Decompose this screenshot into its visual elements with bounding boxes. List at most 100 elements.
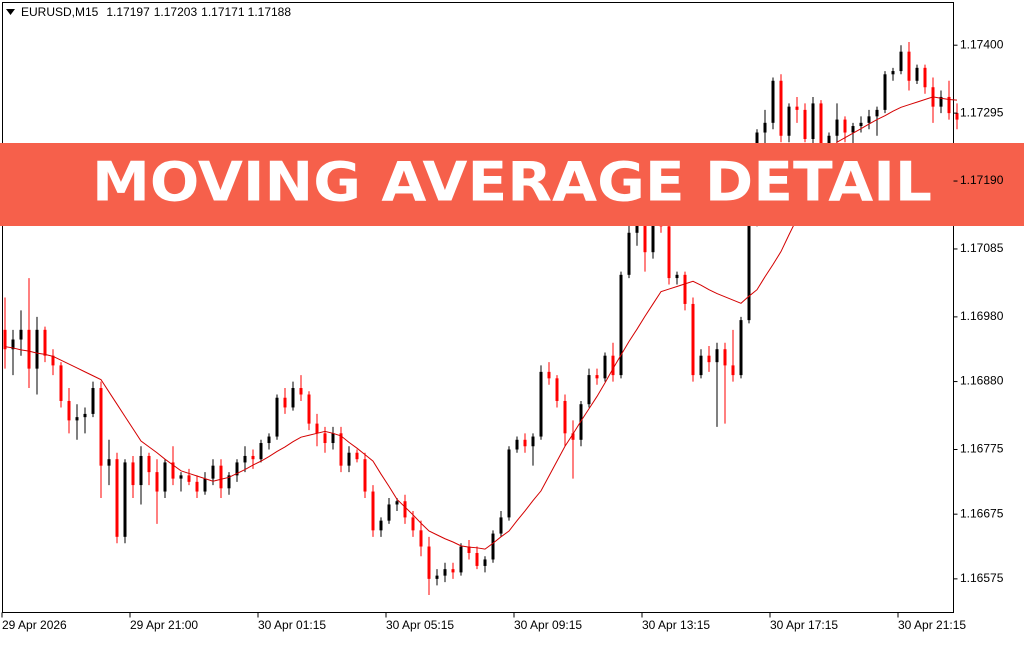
candle-body xyxy=(323,433,327,444)
candle-body xyxy=(395,501,399,505)
y-tick-label: 1.17400 xyxy=(960,37,1004,51)
candle-body xyxy=(715,349,719,363)
candle-body xyxy=(675,274,679,279)
candle-body xyxy=(51,355,55,366)
candle-body xyxy=(483,559,487,566)
candle-body xyxy=(75,417,79,421)
candle-body xyxy=(283,397,287,408)
candle-body xyxy=(627,232,631,275)
ohlc-value: 1.17203 xyxy=(154,5,198,19)
candle-body xyxy=(507,449,511,518)
candle-body xyxy=(251,455,255,460)
candle-body xyxy=(523,439,527,447)
candle-body xyxy=(179,475,183,479)
symbol: EURUSD,M15 xyxy=(21,5,99,19)
candle-body xyxy=(131,462,135,486)
candle-body xyxy=(907,51,911,81)
candle-body xyxy=(827,135,831,149)
candle-body xyxy=(467,546,471,553)
candle-body xyxy=(739,320,743,376)
candle-body xyxy=(947,96,951,114)
candle-body xyxy=(875,109,879,117)
y-tick-label: 1.16980 xyxy=(960,309,1004,323)
candle-body xyxy=(771,80,775,123)
candle-body xyxy=(187,475,191,482)
x-tick-label: 29 Apr 21:00 xyxy=(130,618,198,632)
candle-body xyxy=(267,436,271,444)
candle-body xyxy=(211,465,215,479)
candle-body xyxy=(227,475,231,489)
candle-body xyxy=(707,355,711,363)
y-tick-label: 1.17085 xyxy=(960,241,1004,255)
candle-body xyxy=(539,371,543,437)
x-tick-label: 30 Apr 13:15 xyxy=(642,618,710,632)
candle-body xyxy=(315,423,319,434)
candle-body xyxy=(195,481,199,492)
candle-body xyxy=(779,80,783,136)
candle-body xyxy=(43,329,47,356)
candle-body xyxy=(595,375,599,379)
candle-body xyxy=(91,388,95,414)
y-tick-label: 1.16675 xyxy=(960,506,1004,520)
candle-body xyxy=(147,455,151,473)
candle-body xyxy=(3,329,7,350)
candle-body xyxy=(803,109,807,139)
candle-body xyxy=(83,413,87,418)
candle-body xyxy=(139,455,143,486)
ohlc-value: 1.17171 xyxy=(201,5,245,19)
candle-body xyxy=(459,546,463,573)
candle-body xyxy=(891,71,895,75)
candle-body xyxy=(747,219,751,321)
candle-body xyxy=(763,122,767,133)
x-tick-label: 30 Apr 09:15 xyxy=(514,618,582,632)
candle-body xyxy=(819,103,823,149)
candle-body xyxy=(19,329,23,340)
symbol-header: EURUSD,M15 1.17197 1.17203 1.17171 1.17188 xyxy=(21,5,291,19)
candle-body xyxy=(347,452,351,466)
candle-body xyxy=(955,113,959,120)
candle-body xyxy=(867,116,871,123)
candle-body xyxy=(883,74,887,110)
candle-body xyxy=(419,530,423,547)
candle-body xyxy=(851,126,855,133)
y-tick-label: 1.16775 xyxy=(960,442,1004,456)
candle-body xyxy=(379,520,383,531)
candle-body xyxy=(123,462,127,537)
candle-body xyxy=(555,378,559,401)
candle-body xyxy=(387,504,391,521)
candle-body xyxy=(451,569,455,573)
candle-body xyxy=(563,400,567,434)
candle-body xyxy=(787,106,791,136)
candle-body xyxy=(171,462,175,479)
candle-body xyxy=(579,404,583,440)
x-tick-label: 30 Apr 21:15 xyxy=(898,618,966,632)
candle-body xyxy=(427,546,431,579)
candle-body xyxy=(603,355,607,379)
x-tick-label: 30 Apr 01:15 xyxy=(258,618,326,632)
candle-body xyxy=(403,501,407,518)
candle-body xyxy=(667,226,671,279)
candle-body xyxy=(843,119,847,133)
candle-body xyxy=(99,388,103,466)
candle-body xyxy=(355,452,359,460)
candle-body xyxy=(571,433,575,440)
menu-arrow[interactable] xyxy=(6,9,15,15)
candle-body xyxy=(331,433,335,444)
candle-body xyxy=(475,552,479,566)
candle-body xyxy=(307,394,311,424)
candle-body xyxy=(275,397,279,437)
candle-body xyxy=(115,459,119,537)
candle-body xyxy=(923,67,927,88)
banner-title: MOVING AVERAGE DETAIL xyxy=(92,151,932,214)
candle-body xyxy=(235,462,239,476)
candle-body xyxy=(515,439,519,450)
overlay: EURUSD,M15 1.17197 1.17203 1.17171 1.17188 M… xyxy=(0,5,1024,226)
candle-body xyxy=(155,472,159,492)
ohlc-value: 1.17188 xyxy=(248,5,292,19)
candle-body xyxy=(11,339,15,350)
candle-body xyxy=(899,51,903,72)
candle-body xyxy=(795,106,799,110)
candle-body xyxy=(723,349,727,366)
